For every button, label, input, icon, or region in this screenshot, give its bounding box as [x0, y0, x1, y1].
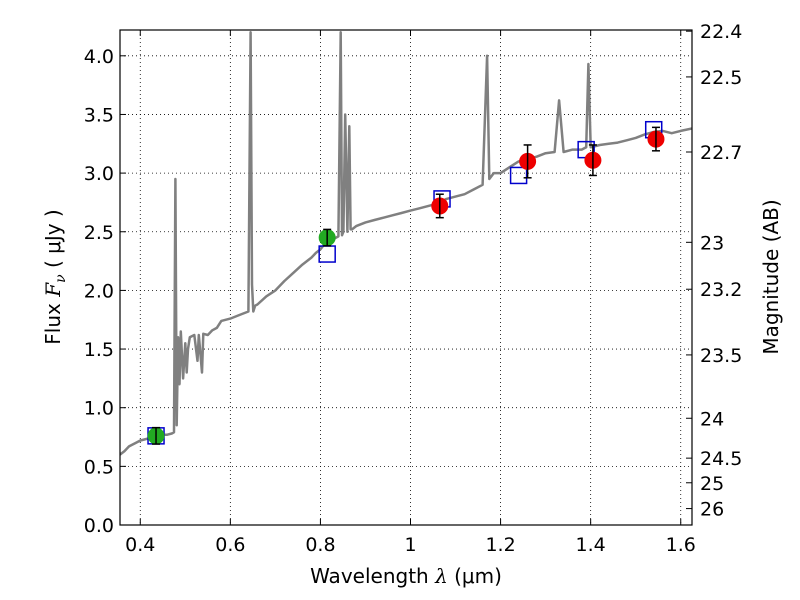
x-tick-label: 1.4	[576, 534, 606, 556]
x-tick-label: 0.6	[215, 534, 245, 556]
mag-tick-label: 26	[700, 499, 724, 521]
mag-tick-label: 23.2	[700, 279, 742, 301]
mag-tick-label: 22.7	[700, 142, 742, 164]
y-tick-label: 0.5	[84, 456, 114, 478]
x-tick-label: 1.2	[485, 534, 515, 556]
y-tick-label: 2.0	[84, 280, 114, 302]
y-tick-label: 4.0	[84, 46, 114, 68]
y-tick-label: 1.0	[84, 398, 114, 420]
mag-tick-label: 24	[700, 408, 724, 430]
x-tick-label: 0.8	[305, 534, 335, 556]
y-tick-label: 3.5	[84, 104, 114, 126]
model-square-marker	[509, 166, 528, 185]
mag-tick-label: 24.5	[700, 448, 742, 470]
x-tick-label: 1.6	[666, 534, 696, 556]
y-tick-label: 0.0	[84, 515, 114, 537]
y-tick-label: 1.5	[84, 339, 114, 361]
y-axis-label: Flux Fν ( μJy )	[41, 209, 69, 344]
mag-tick-label: 23.5	[700, 345, 742, 367]
y-tick-label: 3.0	[84, 163, 114, 185]
plot-frame	[119, 29, 693, 526]
mag-tick-label: 23	[700, 232, 724, 254]
axes: 0.4 0.6 0.8 1 1.2 1.4 1.6 0.0 0.5 1.0 1.5 2.0 2.5 3.0…	[84, 21, 743, 556]
mag-tick-label: 25	[700, 473, 724, 495]
x-tick-label: 0.4	[125, 534, 155, 556]
x-tick-label: 1	[404, 534, 416, 556]
y-tick-label: 2.5	[84, 222, 114, 244]
y2-axis-label: Magnitude (AB)	[759, 199, 783, 354]
x-axis-label: Wavelength λ (μm)	[310, 564, 502, 588]
spectrum-line	[120, 31, 692, 456]
plot-area	[120, 31, 692, 456]
mag-tick-label: 22.4	[700, 21, 742, 43]
mag-tick-label: 22.5	[700, 67, 742, 89]
